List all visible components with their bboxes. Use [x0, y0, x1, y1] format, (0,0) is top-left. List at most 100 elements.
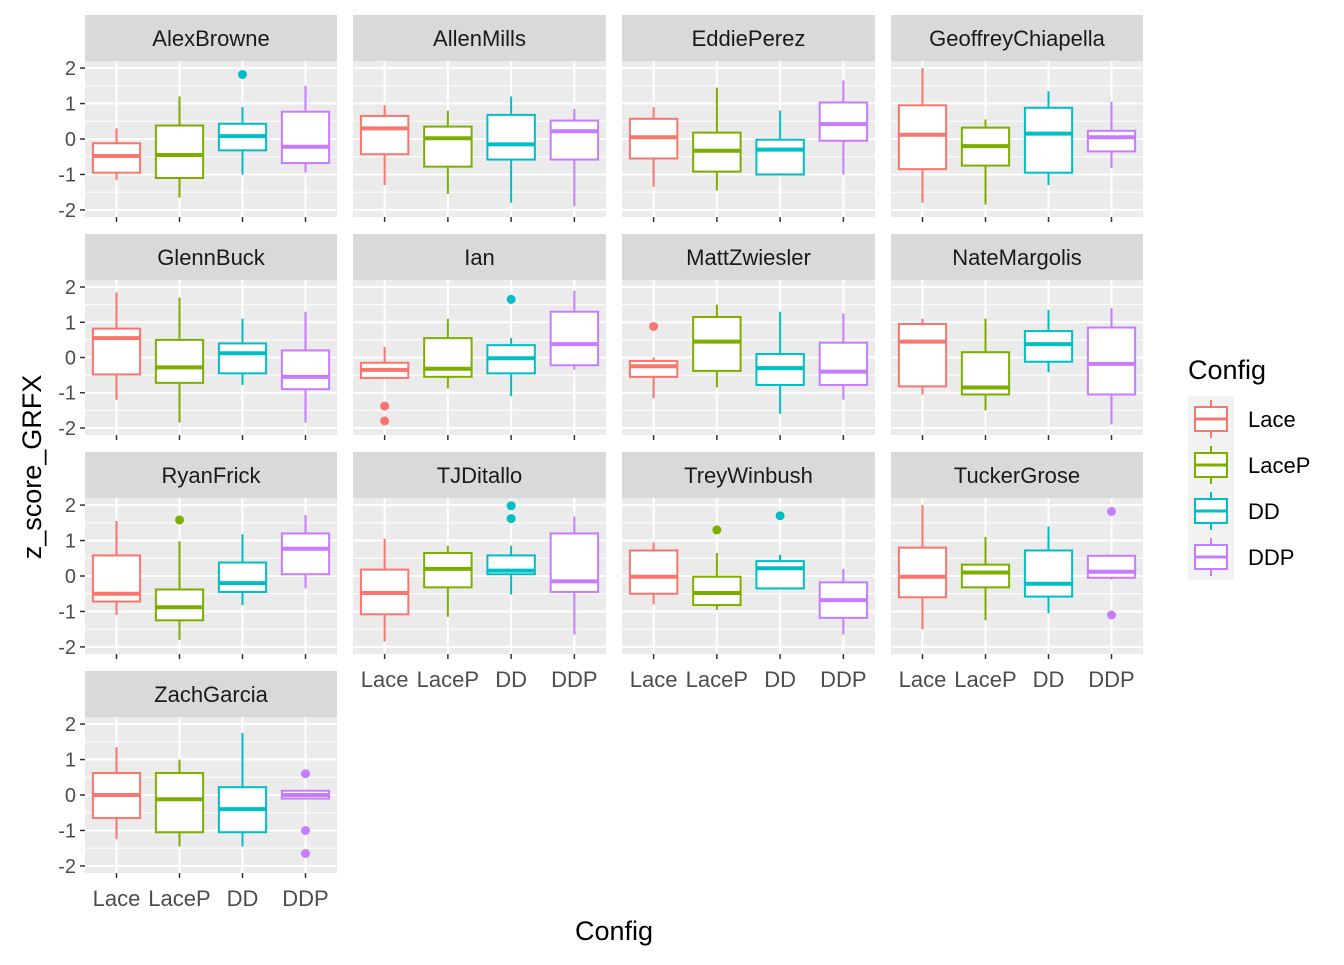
y-tick-label: 1: [65, 312, 76, 334]
facet-label-allenmills: AllenMills: [433, 26, 526, 51]
box-ian-ddp: [549, 310, 600, 367]
facet-strip-alexbrowne: [85, 15, 337, 61]
y-tick-label: 0: [65, 566, 76, 588]
y-tick-label: -1: [58, 383, 76, 405]
outlier-point-treywinbush-dd-0: [775, 511, 785, 521]
box-tuckergrose-lace: [897, 546, 948, 599]
outlier-point-tuckergrose-ddp-1: [1107, 610, 1116, 620]
x-tick-label-lacep: LaceP: [417, 667, 479, 692]
facet-strip-glennbuck: [85, 234, 337, 280]
box-tuckergrose-ddp: [1086, 554, 1137, 579]
box-glennbuck-ddp: [280, 349, 331, 391]
box-natemargolis-dd: [1023, 330, 1074, 363]
box-mattzwiesler-lace: [628, 360, 679, 378]
legend-label-lacep: LaceP: [1248, 453, 1310, 478]
box-mattzwiesler-ddp: [818, 341, 869, 386]
box-allenmills-ddp: [549, 119, 600, 161]
y-tick-label: 0: [65, 129, 76, 151]
legend-title: Config: [1188, 355, 1266, 385]
box-glennbuck-lace: [91, 327, 142, 376]
outlier-point-ian-lace-1: [380, 416, 390, 426]
facet-label-mattzwiesler: MattZwiesler: [686, 245, 811, 270]
outlier-point-ian-dd-0: [506, 294, 516, 304]
y-axis-title: z_score_GRFX: [17, 375, 47, 560]
facet-strip-allenmills: [353, 15, 606, 61]
legend-label-lace: Lace: [1248, 407, 1296, 432]
y-tick-label: 2: [65, 58, 76, 80]
y-tick-label: 2: [65, 714, 76, 736]
outlier-point-zachgarcia-ddp-2: [301, 849, 310, 858]
facet-label-glennbuck: GlennBuck: [157, 245, 266, 270]
y-tick-label: -1: [58, 601, 76, 623]
outlier-point-treywinbush-lacep-0: [712, 525, 722, 535]
box-ryanfrick-ddp: [280, 532, 331, 576]
outlier-point-zachgarcia-ddp-1: [301, 825, 310, 835]
box-glennbuck-dd: [217, 342, 268, 375]
facet-strip-ryanfrick: [85, 452, 337, 498]
facet-strip-tjditallo: [353, 452, 606, 498]
facet-label-natemargolis: NateMargolis: [952, 245, 1082, 270]
facet-label-alexbrowne: AlexBrowne: [152, 26, 269, 51]
y-tick-label: -2: [58, 856, 76, 878]
box-glennbuck-lacep: [154, 338, 205, 384]
box-treywinbush-dd: [755, 560, 805, 590]
x-tick-label-dd: DD: [495, 667, 527, 692]
box-allenmills-lacep: [423, 125, 473, 168]
box-treywinbush-lace: [628, 549, 679, 595]
facet-label-eddieperez: EddiePerez: [692, 26, 806, 51]
facet-strip-ian: [353, 234, 606, 280]
facet-strip-zachgarcia: [85, 671, 337, 717]
facet-strip-eddieperez: [622, 15, 875, 61]
box-zachgarcia-lacep: [154, 772, 205, 834]
y-tick-label: -2: [58, 418, 76, 440]
x-tick-label-lacep: LaceP: [148, 886, 210, 911]
box-geoffreychiapella-lace: [897, 104, 948, 171]
legend-label-ddp: DDP: [1248, 545, 1294, 570]
box-tuckergrose-dd: [1023, 549, 1074, 598]
box-treywinbush-lacep: [692, 575, 742, 607]
x-tick-label-lacep: LaceP: [686, 667, 748, 692]
y-tick-label: 1: [65, 531, 76, 553]
box-geoffreychiapella-dd: [1023, 106, 1074, 174]
outlier-point-tuckergrose-ddp-0: [1107, 506, 1116, 516]
facet-strip-natemargolis: [891, 234, 1143, 280]
y-tick-label: 1: [65, 94, 76, 116]
x-tick-label-ddp: DDP: [282, 886, 328, 911]
outlier-point-ian-lace-0: [380, 401, 390, 411]
x-tick-label-dd: DD: [1033, 667, 1065, 692]
x-tick-label-dd: DD: [764, 667, 796, 692]
box-geoffreychiapella-ddp: [1086, 129, 1137, 153]
y-tick-label: -1: [58, 164, 76, 186]
y-tick-label: -2: [58, 200, 76, 222]
facet-label-treywinbush: TreyWinbush: [684, 463, 813, 488]
x-axis-title: Config: [575, 916, 653, 946]
facet-label-ryanfrick: RyanFrick: [161, 463, 261, 488]
box-allenmills-dd: [486, 113, 536, 161]
y-tick-label: 2: [65, 495, 76, 517]
box-alexbrowne-lacep: [154, 124, 205, 180]
outlier-point-ryanfrick-lacep-0: [175, 515, 184, 525]
box-allenmills-lace: [359, 114, 410, 156]
x-tick-label-lace: Lace: [630, 667, 678, 692]
x-tick-label-lacep: LaceP: [954, 667, 1016, 692]
x-tick-label-ddp: DDP: [551, 667, 597, 692]
box-ryanfrick-lacep: [154, 588, 205, 622]
box-ryanfrick-dd: [217, 561, 268, 593]
y-tick-label: 1: [65, 750, 76, 772]
facet-strip-mattzwiesler: [622, 234, 875, 280]
legend-label-dd: DD: [1248, 499, 1280, 524]
x-tick-label-lace: Lace: [93, 886, 141, 911]
y-tick-label: -2: [58, 637, 76, 659]
box-natemargolis-lace: [897, 323, 948, 388]
facet-label-tuckergrose: TuckerGrose: [954, 463, 1080, 488]
box-eddieperez-dd: [755, 138, 805, 176]
facet-strip-treywinbush: [622, 452, 875, 498]
facet-strip-geoffreychiapella: [891, 15, 1143, 61]
x-tick-label-dd: DD: [227, 886, 259, 911]
outlier-point-zachgarcia-ddp-0: [301, 769, 310, 779]
facet-label-ian: Ian: [464, 245, 495, 270]
y-tick-label: -1: [58, 820, 76, 842]
x-tick-label-ddp: DDP: [1088, 667, 1134, 692]
box-natemargolis-ddp: [1086, 326, 1137, 396]
